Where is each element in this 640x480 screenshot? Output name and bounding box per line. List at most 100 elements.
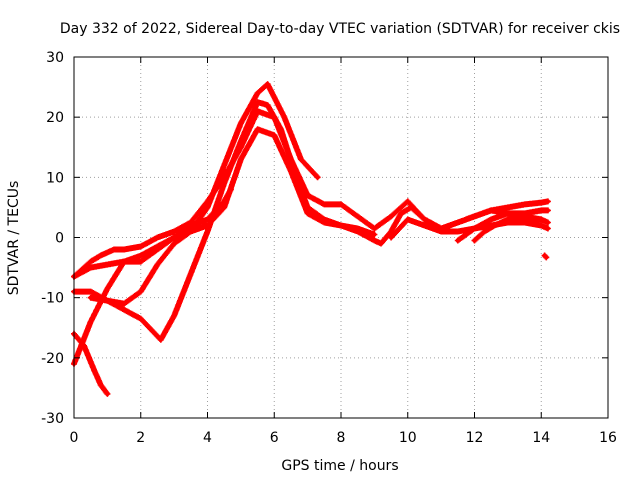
data-point [539, 223, 544, 228]
data-point [422, 217, 427, 222]
data-point [255, 99, 260, 105]
x-tick-label: 0 [70, 430, 79, 446]
data-point [422, 223, 427, 228]
y-tick-label: -10 [41, 291, 64, 307]
y-tick-label: 10 [46, 170, 64, 186]
series-track-i [471, 216, 545, 244]
x-tick-label: 14 [532, 430, 550, 446]
data-point [121, 301, 127, 306]
data-point [265, 81, 270, 87]
x-tick-label: 2 [136, 430, 145, 446]
data-point [355, 226, 360, 231]
data-point [545, 208, 551, 213]
data-point [539, 200, 544, 205]
data-point [545, 220, 551, 225]
data-point [205, 223, 210, 228]
data-point [388, 214, 394, 219]
series-track-f [87, 126, 378, 307]
data-point [238, 145, 244, 150]
data-point [138, 259, 143, 264]
data-point [372, 226, 377, 231]
x-tick-label: 6 [270, 430, 279, 446]
data-point [472, 226, 477, 231]
data-point [305, 193, 310, 198]
data-point [138, 244, 143, 249]
data-point [171, 235, 177, 240]
data-point [482, 229, 487, 234]
axis-ticks [73, 56, 609, 419]
data-point [98, 382, 103, 388]
data-point [315, 175, 320, 180]
data-point [221, 175, 227, 180]
data-point [121, 247, 127, 252]
data-point [238, 120, 244, 126]
y-axis-label: SDTVAR / TECUs [6, 181, 22, 296]
data-point [398, 211, 404, 216]
data-point [171, 229, 177, 234]
data-point [505, 205, 511, 210]
data-point [522, 202, 527, 207]
data-point [288, 169, 294, 174]
data-point [488, 208, 494, 213]
data-point [488, 217, 494, 222]
data-point [171, 313, 177, 318]
data-point [155, 235, 160, 240]
data-point [539, 208, 544, 213]
data-point [105, 262, 110, 267]
data-point [455, 238, 461, 243]
y-tick-label: 20 [46, 110, 64, 126]
x-tick-label: 8 [337, 430, 346, 446]
data-point [88, 289, 93, 294]
data-point [505, 211, 511, 216]
data-point [282, 114, 287, 120]
data-point [322, 202, 327, 207]
data-point [505, 217, 511, 222]
data-point [138, 316, 143, 321]
data-point [522, 211, 527, 216]
data-point [539, 217, 544, 222]
y-tick-label: -30 [41, 411, 64, 427]
x-axis-label: GPS time / hours [281, 458, 398, 474]
data-point [221, 163, 227, 168]
data-point [88, 319, 93, 324]
data-point [105, 298, 110, 303]
data-point [472, 214, 477, 219]
data-point [265, 102, 270, 108]
data-point [405, 199, 410, 204]
data-point [378, 241, 384, 246]
data-point [545, 226, 551, 231]
data-point [372, 232, 377, 237]
data-point [105, 286, 110, 291]
data-point [372, 238, 377, 243]
data-point [138, 253, 143, 258]
data-point [272, 114, 277, 120]
data-point [171, 241, 177, 246]
x-tick-label: 12 [466, 430, 484, 446]
chart-title: Day 332 of 2022, Sidereal Day-to-day VTE… [60, 21, 620, 37]
data-point [205, 199, 210, 204]
data-point [111, 247, 117, 252]
data-point [492, 223, 497, 228]
data-point [298, 157, 304, 162]
data-point [205, 229, 210, 234]
data-point [255, 90, 260, 96]
data-point [544, 255, 549, 260]
y-tick-label: -20 [41, 351, 64, 367]
data-point [138, 289, 143, 294]
x-tick-label: 16 [599, 430, 617, 446]
data-point [255, 108, 260, 114]
data-point [121, 307, 127, 312]
data-point [88, 259, 93, 264]
data-point [438, 229, 444, 234]
data-series [71, 81, 551, 397]
series-track-e [71, 186, 234, 280]
data-point [388, 235, 394, 240]
x-tick-labels: 0 2 4 6 8 10 12 14 16 [70, 430, 617, 446]
y-tick-label: 0 [55, 231, 64, 247]
data-point [98, 253, 103, 258]
data-point [455, 229, 461, 234]
data-point [288, 157, 294, 162]
data-point [338, 202, 344, 207]
